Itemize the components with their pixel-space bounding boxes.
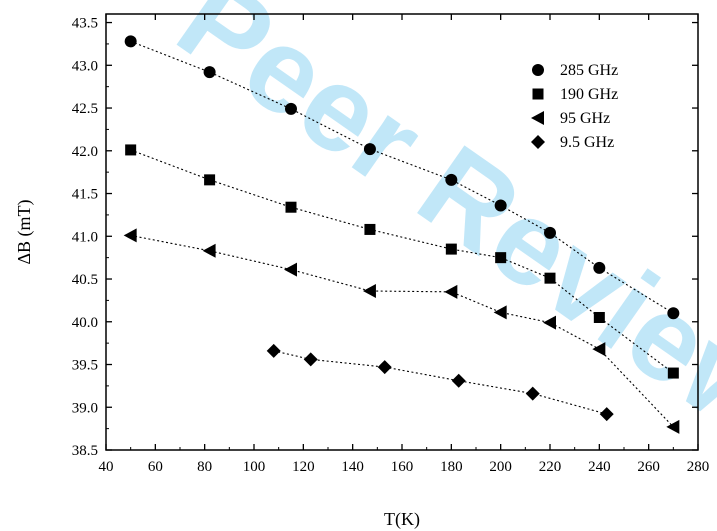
- data-point-285-ghz: [494, 199, 507, 212]
- data-point-285-ghz: [124, 35, 137, 48]
- x-tick-label: 280: [687, 459, 710, 475]
- data-point-190-ghz: [667, 367, 679, 379]
- data-point-9-5-ghz: [266, 343, 281, 358]
- data-point-95-ghz: [666, 419, 680, 434]
- data-point-9-5-ghz: [451, 373, 466, 388]
- legend-marker-190-ghz: [532, 88, 544, 100]
- y-tick-label: 39.0: [72, 400, 98, 416]
- data-point-190-ghz: [544, 272, 556, 284]
- fit-lines: [130, 40, 674, 428]
- legend-marker-9-5-ghz: [531, 135, 545, 149]
- legend-label-190-ghz: 190 GHz: [560, 86, 618, 103]
- legend-label-95-ghz: 95 GHz: [560, 110, 610, 127]
- data-point-9-5-ghz: [525, 386, 540, 401]
- data-points: [123, 35, 680, 434]
- data-point-190-ghz: [495, 252, 507, 264]
- legend-marker-285-ghz: [532, 64, 544, 76]
- x-tick-label: 80: [197, 459, 212, 475]
- y-tick-label: 42.0: [72, 144, 98, 160]
- x-tick-label: 240: [588, 459, 611, 475]
- data-point-285-ghz: [285, 102, 297, 115]
- fit-line-95-ghz: [130, 234, 674, 428]
- fit-line-285-ghz: [130, 40, 674, 314]
- legend-label-9-5-ghz: 9.5 GHz: [560, 134, 614, 151]
- data-point-285-ghz: [667, 307, 680, 320]
- x-tick-label: 120: [292, 459, 315, 475]
- data-point-9-5-ghz: [599, 407, 614, 422]
- x-tick-label: 180: [440, 459, 463, 475]
- y-tick-label: 40.0: [72, 315, 98, 331]
- data-point-285-ghz: [363, 143, 376, 156]
- y-tick-label: 41.5: [72, 187, 98, 203]
- fit-line-9-5-ghz: [273, 350, 607, 415]
- y-tick-label: 42.5: [72, 101, 98, 117]
- y-axis-title: ΔB (mT): [14, 199, 35, 264]
- y-tick-label: 39.5: [72, 358, 98, 374]
- data-point-95-ghz: [362, 283, 376, 298]
- watermark-text: Peer Review: [155, 0, 717, 467]
- data-point-190-ghz: [445, 243, 457, 255]
- ticks: 40 60 80 100 120 140 160 180 200 220 240 260 280 38.5…: [72, 14, 710, 475]
- y-tick-label: 41.0: [72, 229, 98, 245]
- data-point-285-ghz: [203, 66, 216, 79]
- data-point-95-ghz: [493, 305, 507, 320]
- data-point-190-ghz: [593, 311, 605, 323]
- data-point-190-ghz: [204, 174, 216, 186]
- legend: 285 GHz 190 GHz 95 GHz 9.5 GHz: [531, 62, 618, 151]
- data-point-9-5-ghz: [377, 360, 392, 375]
- data-point-285-ghz: [593, 261, 606, 274]
- data-point-285-ghz: [544, 226, 556, 239]
- data-point-95-ghz: [444, 284, 458, 299]
- x-tick-label: 260: [637, 459, 660, 475]
- x-tick-label: 160: [391, 459, 414, 475]
- y-tick-label: 38.5: [72, 443, 98, 459]
- x-axis-title: T(K): [384, 509, 420, 530]
- x-tick-label: 220: [539, 459, 562, 475]
- x-tick-label: 60: [148, 459, 163, 475]
- x-tick-label: 200: [489, 459, 512, 475]
- x-tick-label: 40: [99, 459, 114, 475]
- data-point-95-ghz: [284, 262, 297, 277]
- data-point-95-ghz: [543, 315, 556, 330]
- watermark: Peer Review: [155, 0, 717, 467]
- legend-marker-95-ghz: [531, 111, 544, 125]
- y-tick-label: 43.5: [72, 16, 98, 32]
- x-tick-label: 140: [341, 459, 364, 475]
- data-point-95-ghz: [202, 243, 216, 258]
- data-point-95-ghz: [123, 228, 137, 243]
- data-point-95-ghz: [592, 342, 606, 357]
- data-point-190-ghz: [125, 144, 137, 156]
- y-tick-label: 40.5: [72, 272, 98, 288]
- legend-label-285-ghz: 285 GHz: [560, 62, 618, 79]
- y-tick-label: 43.0: [72, 58, 98, 74]
- fit-line-190-ghz: [130, 149, 674, 374]
- x-tick-label: 100: [243, 459, 266, 475]
- data-point-285-ghz: [445, 173, 458, 186]
- data-point-9-5-ghz: [303, 352, 318, 367]
- data-point-190-ghz: [364, 223, 376, 235]
- data-point-190-ghz: [285, 201, 297, 213]
